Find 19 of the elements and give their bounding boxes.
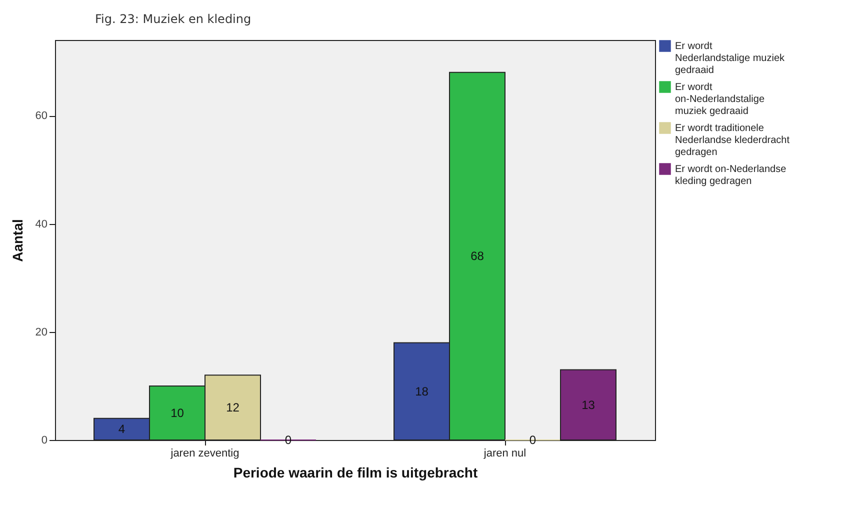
data-label: 4 <box>118 422 126 436</box>
y-tick-label: 60 <box>35 110 48 122</box>
chart-title: Fig. 23: Muziek en kleding <box>95 12 252 26</box>
data-label: 13 <box>582 398 596 412</box>
data-label: 10 <box>170 406 184 420</box>
y-tick-label: 0 <box>41 434 48 446</box>
data-label: 68 <box>470 249 484 264</box>
y-axis-title: Aantal <box>9 219 26 262</box>
x-tick-label: jaren zeventig <box>170 448 240 460</box>
legend-label: Er wordt Nederlandstalige muziek gedraaid <box>675 41 786 76</box>
x-axis-title: Periode waarin de film is uitgebracht <box>233 464 478 480</box>
legend-label: Er wordt traditionele Nederlandse klederdracht gedragen <box>675 123 790 158</box>
x-tick-label: jaren nul <box>482 448 526 460</box>
data-label: 12 <box>226 400 240 415</box>
legend-label: Er wordt on-Nederlandstalige muziek gedraaid <box>675 82 765 117</box>
y-tick-label: 40 <box>35 218 48 230</box>
legend-label: Er wordt on-Nederlandse kleding gedragen <box>675 164 787 187</box>
data-label: 18 <box>415 384 429 398</box>
y-tick-label: 20 <box>35 326 48 338</box>
